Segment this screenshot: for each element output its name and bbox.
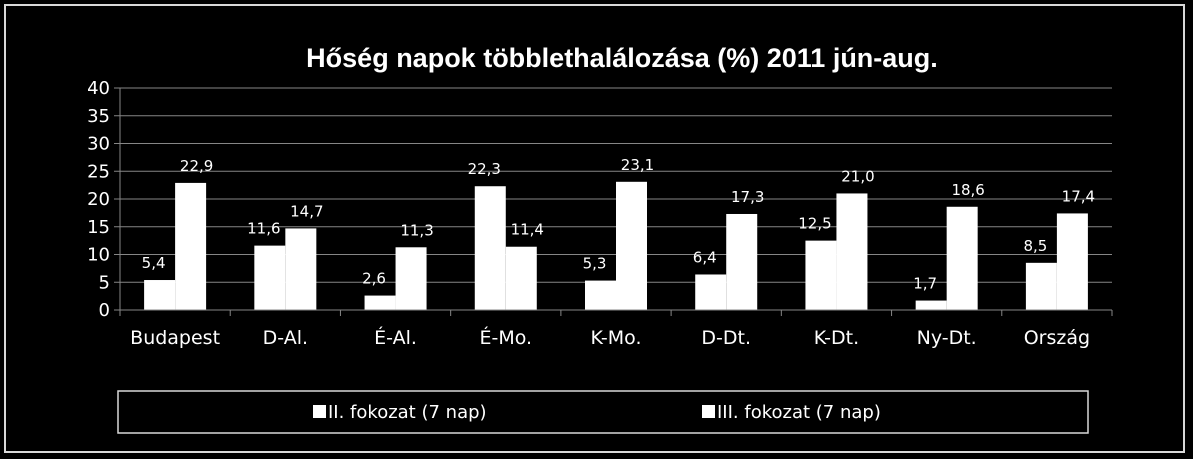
bar-series-2 [285,228,317,310]
legend-label-series-1: II. fokozat (7 nap) [328,402,487,423]
data-label-series-1: 5,4 [142,254,166,272]
y-tick-label: 20 [87,189,110,210]
chart-title: Hőség napok többlethalálozása (%) 2011 j… [306,43,938,73]
category-label: K-Dt. [814,327,859,349]
legend-swatch-series-2 [702,405,715,418]
y-tick-label: 30 [87,134,110,155]
y-tick-label: 5 [99,272,110,293]
x-axis-categories: Budapest D-Al. É-Al. É-Mo. K-Mo. D-Dt. K-Dt. Ny… [130,326,1090,349]
bar-series-1 [695,274,727,310]
data-label-series-2: 11,3 [400,221,433,239]
bar-series-1 [364,295,396,310]
y-tick-label: 10 [87,245,110,266]
data-label-series-2: 22,9 [180,157,213,175]
chart-frame: Hőség napok többlethalálozása (%) 2011 j… [4,4,1185,453]
data-label-series-1: 1,7 [913,275,937,293]
bar-series-2 [946,206,978,310]
data-label-series-2: 11,4 [511,221,544,239]
bar-series-2 [726,213,758,310]
data-label-series-2: 23,1 [621,156,654,174]
bar-series-2 [1056,213,1088,310]
category-label: Ország [1024,327,1090,349]
category-label: Budapest [130,327,220,349]
y-tick-label: 15 [87,217,110,238]
bar-series-1 [585,280,616,310]
bar-series-2 [175,182,207,310]
data-label-series-1: 22,3 [468,160,501,178]
data-label-series-1: 5,3 [583,255,607,273]
bar-series-1 [805,240,837,310]
legend-swatch-series-1 [313,405,326,418]
bar-series-1 [915,300,947,310]
y-tick-label: 40 [87,78,110,99]
category-label: Ny-Dt. [917,327,977,349]
data-label-series-1: 12,5 [798,215,831,233]
y-axis-ticks: 0 5 10 15 20 25 30 35 40 [87,78,120,321]
category-label: É-Al. [374,326,417,349]
category-label: D-Dt. [701,327,751,349]
category-label: D-Al. [263,327,308,349]
y-tick-label: 35 [87,106,110,127]
data-label-series-2: 18,6 [951,181,984,199]
data-label-series-1: 2,6 [362,270,386,288]
data-label-series-2: 17,4 [1062,187,1095,205]
y-tick-label: 25 [87,161,110,182]
data-labels: 5,4 22,9 11,6 14,7 2,6 11,3 22,3 11,4 5,3 23,1 6,4… [142,156,1095,293]
data-label-series-1: 11,6 [247,220,280,238]
bar-series-1 [1025,262,1057,310]
bar-series-1 [144,280,176,310]
legend: II. fokozat (7 nap) III. fokozat (7 nap) [117,390,1089,434]
legend-label-series-2: III. fokozat (7 nap) [717,402,881,423]
bar-chart: Hőség napok többlethalálozása (%) 2011 j… [87,43,1113,434]
category-label: É-Mo. [479,326,532,349]
data-label-series-2: 21,0 [841,167,874,185]
category-label: K-Mo. [590,327,641,349]
data-label-series-1: 6,4 [693,248,717,266]
data-label-series-2: 14,7 [290,202,323,220]
bar-series-1 [254,245,286,310]
bars [144,181,1088,310]
bar-series-2 [836,193,868,310]
bar-series-1 [474,186,506,310]
bar-series-2 [505,246,537,310]
legend-box [117,390,1089,434]
y-tick-label: 0 [99,300,110,321]
bar-series-2 [616,181,647,310]
data-label-series-2: 17,3 [731,188,764,206]
data-label-series-1: 8,5 [1023,237,1047,255]
bar-series-2 [395,247,427,310]
axes [119,88,1113,316]
